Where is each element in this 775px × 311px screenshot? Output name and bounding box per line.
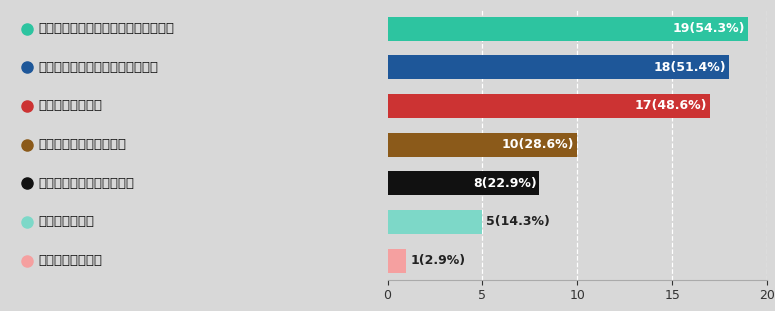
Bar <box>388 171 539 195</box>
Bar <box>388 17 749 41</box>
Bar <box>388 132 577 157</box>
Bar <box>388 55 729 79</box>
Text: 10(28.6%): 10(28.6%) <box>502 138 574 151</box>
Text: まじめな雰囲気。: まじめな雰囲気。 <box>39 100 103 113</box>
Text: 19(54.3%): 19(54.3%) <box>673 22 746 35</box>
Bar <box>388 210 482 234</box>
Text: 5(14.3%): 5(14.3%) <box>486 216 550 228</box>
Text: 緊張感がある。: 緊張感がある。 <box>39 216 95 228</box>
Text: 静か、落ち着いている。: 静か、落ち着いている。 <box>39 138 127 151</box>
Text: 18(51.4%): 18(51.4%) <box>654 61 726 74</box>
Text: 17(48.6%): 17(48.6%) <box>635 100 708 113</box>
Text: 1(2.9%): 1(2.9%) <box>410 254 466 267</box>
Text: アットホーム、和やかな雰囲気。: アットホーム、和やかな雰囲気。 <box>39 61 159 74</box>
Text: 8(22.9%): 8(22.9%) <box>473 177 536 190</box>
Text: 個性的な雰囲気。: 個性的な雰囲気。 <box>39 254 103 267</box>
Text: にぎやか、和気あいあいとしている。: にぎやか、和気あいあいとしている。 <box>39 22 174 35</box>
Bar <box>388 248 406 272</box>
Text: バタバタと忙しい雰囲気。: バタバタと忙しい雰囲気。 <box>39 177 135 190</box>
Bar <box>388 94 710 118</box>
